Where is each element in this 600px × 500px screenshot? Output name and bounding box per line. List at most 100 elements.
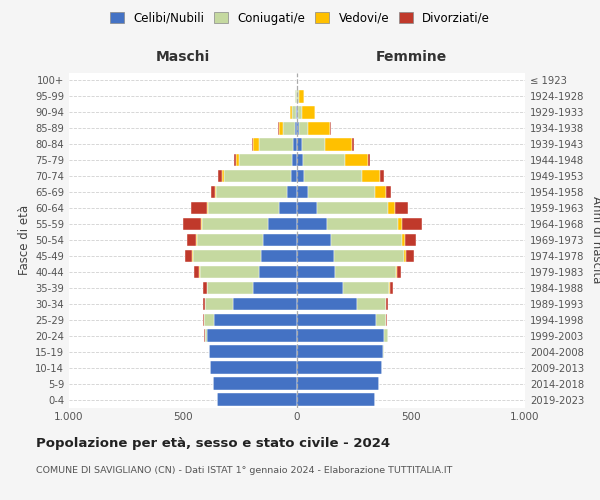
Bar [193,250,260,262]
Bar [203,282,207,294]
Bar [376,314,386,326]
Bar [297,298,357,310]
Bar [395,202,408,214]
Bar [211,186,215,198]
Bar [396,266,397,278]
Bar [327,218,398,230]
Bar [187,234,196,246]
Legend: Celibi/Nubili, Coniugati/e, Vedovi/e, Divorziati/e: Celibi/Nubili, Coniugati/e, Vedovi/e, Di… [105,7,495,30]
Bar [297,394,374,406]
Bar [251,138,253,150]
Bar [290,106,292,118]
Bar [403,218,422,230]
Bar [279,202,297,214]
Bar [362,170,380,182]
Bar [295,122,297,134]
Bar [218,170,222,182]
Text: Maschi: Maschi [156,50,210,64]
Bar [345,154,368,166]
Bar [263,234,297,246]
Bar [259,266,297,278]
Bar [207,330,297,342]
Bar [390,282,393,294]
Bar [404,250,406,262]
Bar [253,138,259,150]
Bar [352,138,353,150]
Bar [297,266,335,278]
Bar [298,106,302,118]
Bar [283,122,295,134]
Bar [217,394,297,406]
Bar [215,186,216,198]
Bar [304,170,362,182]
Bar [297,282,343,294]
Bar [335,266,396,278]
Bar [380,170,383,182]
Bar [260,250,297,262]
Bar [374,186,386,198]
Bar [203,314,204,326]
Bar [297,346,383,358]
Bar [204,314,214,326]
Bar [299,122,308,134]
Bar [334,250,404,262]
Bar [297,202,317,214]
Bar [203,298,205,310]
Bar [302,138,325,150]
Bar [388,202,395,214]
Bar [197,234,263,246]
Y-axis label: Fasce di età: Fasce di età [18,205,31,275]
Bar [253,282,297,294]
Bar [406,250,415,262]
Bar [268,218,297,230]
Bar [325,138,352,150]
Bar [297,106,298,118]
Bar [295,90,296,102]
Bar [196,234,197,246]
Bar [200,218,202,230]
Bar [234,154,236,166]
Bar [207,202,208,214]
Bar [330,122,331,134]
Bar [298,90,299,102]
Bar [205,330,207,342]
Bar [297,234,331,246]
Bar [297,154,304,166]
Bar [236,154,239,166]
Bar [192,250,193,262]
Bar [297,138,302,150]
Bar [317,202,388,214]
Bar [331,234,402,246]
Bar [389,282,390,294]
Bar [208,282,253,294]
Bar [222,170,224,182]
Bar [308,122,330,134]
Bar [212,378,297,390]
Bar [357,298,386,310]
Bar [200,266,259,278]
Y-axis label: Anni di nascita: Anni di nascita [590,196,600,284]
Bar [384,330,388,342]
Bar [202,218,268,230]
Text: COMUNE DI SAVIGLIANO (CN) - Dati ISTAT 1° gennaio 2024 - Elaborazione TUTTITALIA: COMUNE DI SAVIGLIANO (CN) - Dati ISTAT 1… [36,466,452,475]
Bar [397,266,401,278]
Bar [297,314,376,326]
Text: Femmine: Femmine [376,50,446,64]
Bar [224,170,290,182]
Bar [398,218,403,230]
Bar [239,154,292,166]
Bar [205,298,233,310]
Bar [402,234,406,246]
Bar [293,138,297,150]
Bar [216,186,287,198]
Bar [304,154,345,166]
Bar [386,186,391,198]
Bar [191,202,207,214]
Bar [297,362,382,374]
Bar [297,122,299,134]
Bar [214,314,297,326]
Bar [297,250,334,262]
Bar [386,314,387,326]
Bar [292,154,297,166]
Bar [278,122,283,134]
